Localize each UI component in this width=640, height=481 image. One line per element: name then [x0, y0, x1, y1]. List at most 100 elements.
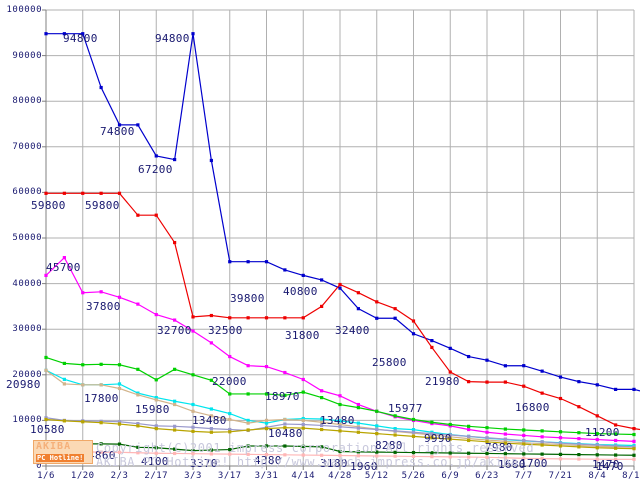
series-point-series2 [448, 370, 452, 374]
series-point-series2 [503, 380, 507, 384]
series-point-series10 [154, 451, 158, 455]
series-point-series3 [117, 295, 122, 299]
value-annotation: 59800 [85, 199, 120, 212]
series-point-series3 [595, 437, 599, 442]
y-axis-tick-label: 50000 [12, 233, 42, 243]
series-point-series10 [320, 453, 324, 457]
series-point-series7 [338, 425, 342, 429]
series-point-series6 [338, 422, 342, 427]
series-point-series7 [228, 427, 232, 432]
series-point-series5 [62, 377, 66, 381]
value-annotation: 59800 [31, 199, 66, 212]
series-point-series4 [595, 432, 599, 436]
series-point-series9 [411, 450, 416, 455]
series-point-series3 [522, 433, 526, 438]
y-axis-tick-label: 60000 [12, 187, 42, 198]
series-point-series3 [338, 394, 342, 398]
value-annotation: 4100 [141, 455, 169, 468]
series-point-series7 [393, 429, 397, 433]
value-annotation: 18970 [265, 390, 300, 403]
value-annotation: 10480 [268, 427, 303, 440]
series-point-series7 [356, 426, 360, 430]
series-point-series1 [448, 346, 452, 350]
x-axis-tick-label: 1/20 [70, 471, 95, 481]
series-point-series2 [173, 240, 177, 245]
series-point-series1 [81, 32, 85, 36]
series-point-series10 [485, 455, 489, 459]
series-point-series10 [356, 454, 360, 458]
series-point-series2 [136, 213, 140, 217]
series-point-series2 [540, 391, 544, 395]
x-axis-tick-label: 6/23 [475, 471, 499, 481]
series-point-series8 [154, 427, 158, 431]
x-axis-tick-label: 7/7 [514, 471, 533, 481]
series-point-series9 [540, 452, 544, 456]
series-point-series7 [448, 433, 452, 437]
series-point-series4 [614, 432, 618, 436]
series-point-series9 [228, 447, 232, 452]
series-point-series8 [191, 429, 195, 433]
series-point-series4 [522, 428, 526, 432]
series-point-series1 [540, 369, 544, 373]
series-point-series1 [62, 32, 66, 36]
series-point-series1 [430, 339, 434, 343]
series-point-series3 [81, 291, 85, 295]
series-point-series9 [136, 445, 140, 449]
value-annotation: 13480 [320, 414, 355, 427]
series-point-series1 [558, 375, 563, 379]
series-point-series3 [264, 364, 269, 369]
series-point-series1 [173, 157, 177, 162]
series-point-series3 [485, 430, 489, 434]
x-axis-tick-label: 5/26 [401, 471, 426, 481]
series-point-series1 [136, 123, 140, 127]
series-point-series6 [81, 383, 85, 387]
y-axis-tick-label: 30000 [12, 324, 42, 335]
series-point-series2 [577, 405, 581, 409]
series-point-series9 [338, 449, 342, 454]
series-point-series8 [301, 426, 305, 430]
series-point-series6 [448, 435, 452, 439]
x-axis-tick-label: 8/4 [588, 471, 607, 481]
series-point-series2 [430, 345, 434, 350]
series-point-series4 [632, 432, 636, 437]
series-point-series2 [62, 191, 66, 195]
value-annotation: 31800 [285, 329, 320, 342]
value-annotation: 45700 [46, 261, 81, 274]
series-point-series4 [430, 420, 434, 424]
value-annotation: 40800 [283, 285, 318, 298]
series-point-series7 [522, 438, 526, 443]
series-point-series1 [522, 364, 526, 368]
series-point-series9 [577, 453, 581, 457]
series-point-series8 [320, 427, 324, 432]
series-point-series10 [503, 456, 507, 460]
value-annotation: 11200 [585, 426, 620, 439]
series-point-series4 [448, 422, 452, 427]
series-point-series1 [191, 32, 195, 36]
series-point-series1 [99, 85, 103, 90]
series-point-series8 [209, 430, 213, 434]
series-point-series4 [191, 373, 195, 377]
series-point-series4 [577, 431, 581, 435]
y-axis-tick-label: 40000 [12, 278, 42, 289]
series-point-series8 [411, 434, 416, 438]
value-annotation: 22000 [212, 375, 247, 388]
series-point-series3 [632, 439, 636, 443]
series-point-series6 [191, 409, 195, 413]
value-annotation: 3370 [190, 457, 218, 470]
series-point-series5 [228, 411, 232, 416]
series-point-series7 [467, 434, 471, 438]
series-point-series4 [81, 363, 85, 367]
series-point-series8 [264, 427, 269, 431]
series-point-series10 [467, 455, 471, 459]
series-point-series2 [558, 396, 563, 401]
series-point-series1 [117, 123, 122, 127]
series-point-series1 [632, 387, 636, 391]
series-point-series10 [558, 457, 563, 461]
series-point-series8 [62, 419, 66, 423]
value-annotation: 8280 [375, 439, 403, 452]
series-point-series9 [430, 451, 434, 455]
x-axis-tick-label: 1/6 [37, 471, 55, 481]
series-point-series4 [503, 427, 507, 431]
series-point-series4 [44, 355, 48, 360]
